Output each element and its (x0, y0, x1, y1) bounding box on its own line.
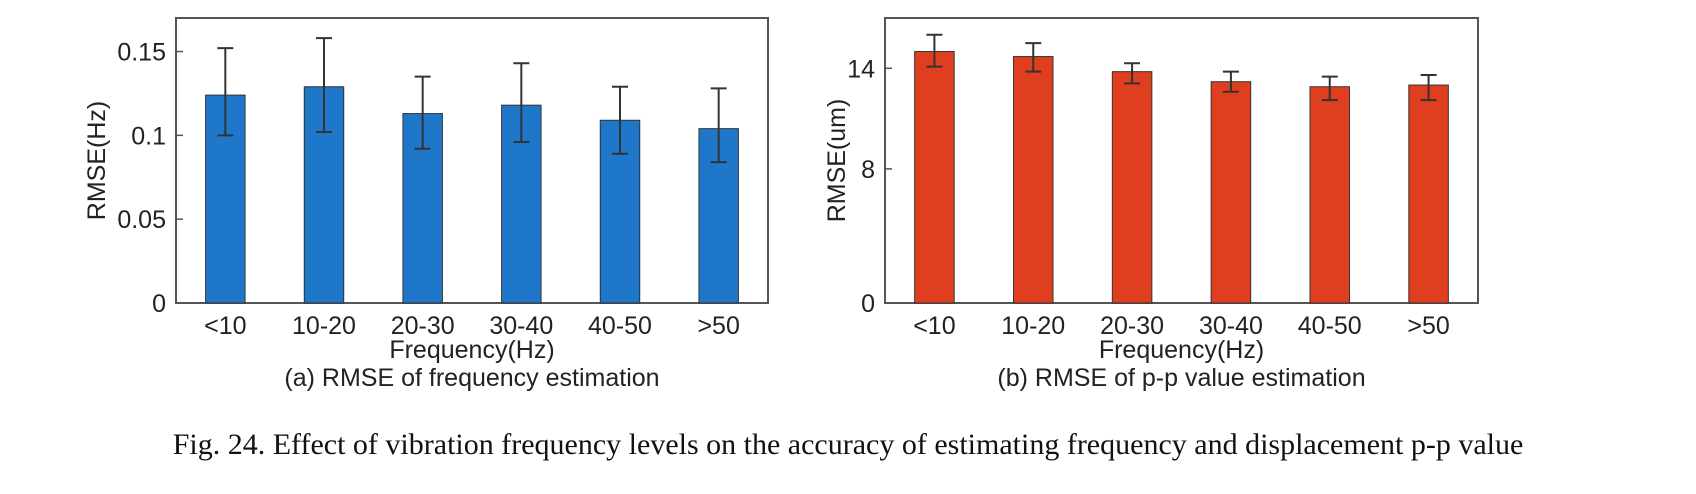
chart-a-xtick-label: <10 (204, 312, 246, 340)
chart-a-xtick-label: 30-40 (489, 312, 553, 340)
chart-b-ytick-label: 14 (847, 55, 875, 83)
chart-a-xtick-label: >50 (697, 312, 739, 340)
chart-b-bar (1111, 71, 1153, 304)
figure-caption: Fig. 24. Effect of vibration frequency l… (172, 428, 1524, 461)
chart-a-caption: (a) RMSE of frequency estimation (284, 364, 659, 392)
chart-b-caption: (b) RMSE of p-p value estimation (997, 364, 1365, 392)
chart-a-ytick-label: 0.05 (117, 206, 166, 234)
chart-b-ytick-label: 8 (861, 156, 875, 184)
chart-a-ytick-label: 0.15 (117, 39, 166, 67)
chart-b-ylabel: RMSE(um) (823, 99, 851, 223)
chart-a-xtick-label: 20-30 (391, 312, 455, 340)
chart-b-xtick-label: >50 (1407, 312, 1449, 340)
chart-b-bar (1012, 56, 1054, 304)
chart-b-xtick-label: 20-30 (1100, 312, 1164, 340)
chart-a-ylabel: RMSE(Hz) (83, 101, 111, 220)
chart-b-xtick-label: 40-50 (1298, 312, 1362, 340)
chart-a-frame (175, 17, 769, 304)
chart-b-xtick-label: 30-40 (1199, 312, 1263, 340)
chart-a-xlabel: Frequency(Hz) (389, 336, 554, 364)
chart-b-xlabel: Frequency(Hz) (1099, 336, 1264, 364)
chart-a-ytick-label: 0 (152, 290, 166, 318)
chart-b-xtick-label: <10 (913, 312, 955, 340)
chart-b-bar (1408, 84, 1449, 304)
chart-a-xtick-label: 40-50 (588, 312, 652, 340)
chart-a-bar (402, 113, 443, 304)
chart-a-xtick-label: 10-20 (292, 312, 356, 340)
chart-b-bar (1210, 81, 1252, 304)
chart-b-bar (1309, 86, 1351, 304)
chart-b-frame (884, 17, 1479, 304)
chart-b-xtick-label: 10-20 (1001, 312, 1065, 340)
chart-a-ytick-label: 0.1 (131, 122, 166, 150)
chart-b-ytick-label: 0 (861, 290, 875, 318)
chart-b-bar (914, 51, 955, 304)
